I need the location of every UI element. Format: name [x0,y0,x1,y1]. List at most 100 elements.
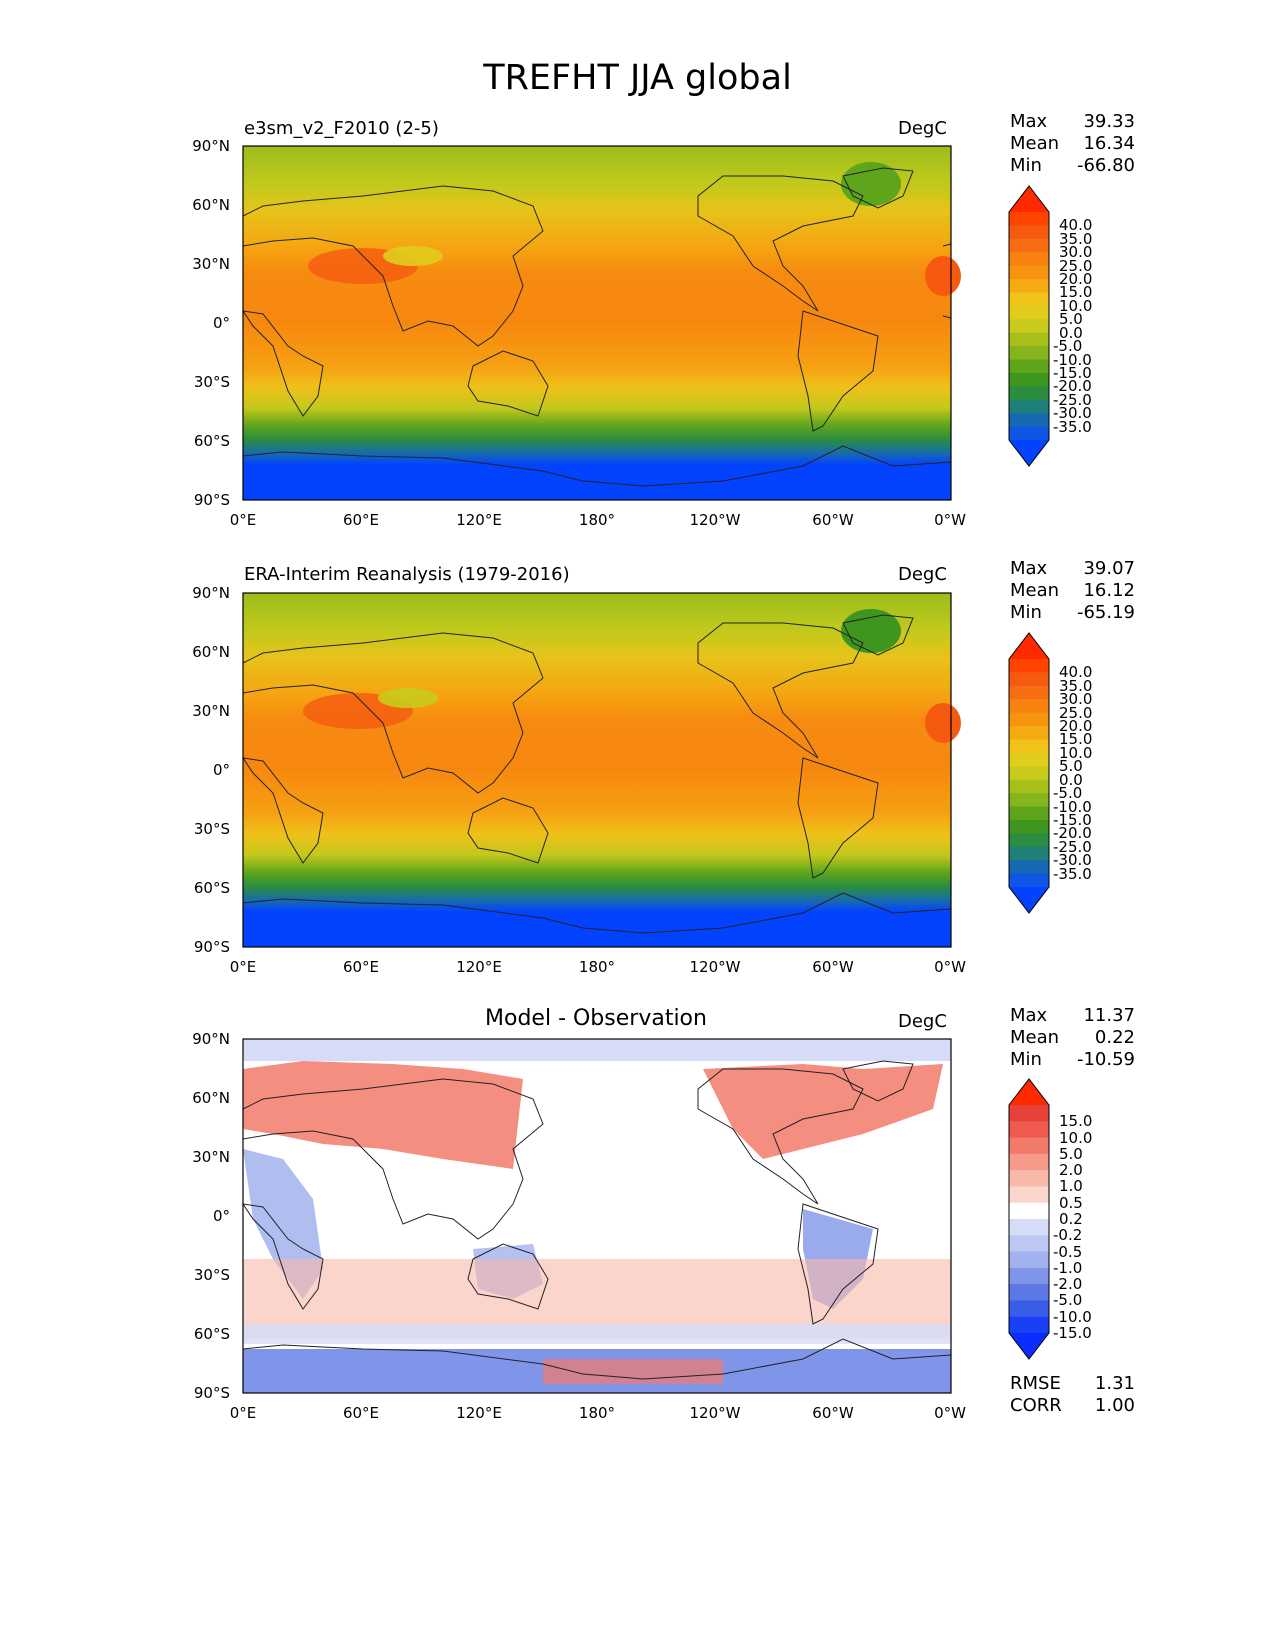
colorbar-tick-label: 0.5 [1059,1193,1083,1212]
colorbar-segment [1009,1170,1049,1187]
colorbar-segment [1009,279,1049,293]
colorbar-segment [1009,1235,1049,1253]
colorbar-segment [1009,386,1049,401]
map-frame [242,1038,952,1394]
colorbar-tick-label: 40.0 [1059,216,1093,235]
mean-label: Mean [1010,133,1060,154]
min-label: Min [1010,155,1042,176]
ross-sea-warm [543,1359,723,1384]
lat-label-60s: 60°S [193,879,230,897]
colorbar-segment [1009,1105,1049,1122]
colorbar-segment [1009,1284,1049,1301]
colorbar-outline [1008,1078,1050,1360]
colorbar-tick-label: 15.0 [1059,283,1093,302]
colorbar-tick-label: 15.0 [1059,1112,1093,1131]
colorbar-segment [1009,305,1049,320]
colorbar-tick-label: 10.0 [1059,1128,1093,1147]
colorbar-extend-top [1009,633,1049,659]
colorbar-tick-label: -20.0 [1053,824,1092,843]
arctic-band [243,1039,951,1061]
colorbar-tick-label: 20.0 [1059,717,1093,736]
max-label: Max [1010,111,1048,132]
panel-1-stats: Max 39.33 Mean 16.34 Min -66.80 [1010,111,1135,177]
temperature-field [243,146,951,500]
lon-label-60e: 60°E [342,958,380,976]
colorbar-tick-label: -10.0 [1053,1307,1092,1326]
colorbar-segment [1009,265,1049,280]
lon-label-120w: 120°W [689,958,741,976]
colorbar-segment [1009,712,1049,727]
lat-label-90s: 90°S [193,1384,230,1402]
colorbar-tick-label: -5.0 [1053,1291,1083,1310]
panel-3-colorbar [1008,1078,1050,1360]
colorbar-tick-label: 15.0 [1059,730,1093,749]
eurasia-warm-bias [243,1061,523,1169]
lon-label-60w: 60°W [812,511,854,529]
lat-label-90n: 90°N [192,137,230,155]
temperature-field [243,593,951,947]
panel-2-units: DegC [898,564,947,585]
colorbar-extend-bottom [1009,887,1049,913]
min-value: -66.80 [1076,155,1135,176]
lat-label-0: 0° [212,761,230,779]
colorbar-segment [1009,873,1049,888]
lon-label-0w: 0°W [934,511,966,529]
lat-label-30s: 30°S [193,820,230,838]
figure-title: TREFHT JJA global [483,58,792,98]
lat-label-60n: 60°N [192,1089,230,1107]
lon-label-0e: 0°E [229,1404,257,1422]
colorbar-segment [1009,413,1049,428]
lon-label-120w: 120°W [689,1404,741,1422]
colorbar-tick-label: -0.5 [1053,1242,1083,1261]
colorbar-tick-label: 35.0 [1059,229,1093,248]
lon-label-60w: 60°W [812,1404,854,1422]
lat-label-30s: 30°S [193,1266,230,1284]
colorbar-segment [1009,319,1049,334]
colorbar-tick-label: -25.0 [1053,837,1092,856]
colorbar-tick-label: -2.0 [1053,1275,1083,1294]
colorbar-segment [1009,1300,1049,1318]
colorbar-segment [1009,1316,1049,1334]
lon-label-120e: 120°E [456,1404,502,1422]
colorbar-segment [1009,399,1049,414]
colorbar-outline [1008,185,1050,467]
colorbar-segment [1009,739,1049,754]
colorbar-tick-label: -15.0 [1053,810,1092,829]
colorbar-segment [1009,779,1049,794]
north-america-warm-bias [703,1064,943,1159]
lon-label-0e: 0°E [229,958,257,976]
lat-label-30n: 30°N [192,255,230,273]
colorbar-tick-label: 40.0 [1059,663,1093,682]
coastlines [241,614,952,934]
panel-2-map [241,592,961,948]
colorbar-tick-label: 20.0 [1059,270,1093,289]
mean-label: Mean [1010,580,1060,601]
coastlines [241,167,952,487]
panel-3-label: Model - Observation [485,1006,707,1031]
colorbar-segment [1009,1186,1049,1204]
colorbar-tick-label: -5.0 [1053,337,1083,356]
panel-2-label: ERA-Interim Reanalysis (1979-2016) [244,564,570,585]
panel-3-stats: Max 11.37 Mean 0.22 Min -10.59 [1010,1005,1135,1071]
lon-label-180: 180° [578,958,616,976]
colorbar-tick-label: 30.0 [1059,690,1093,709]
colorbar-tick-label: -5.0 [1053,784,1083,803]
max-value: 11.37 [1083,1005,1135,1026]
colorbar-segment [1009,238,1049,253]
lon-label-60w: 60°W [812,958,854,976]
colorbar-tick-label: -30.0 [1053,404,1092,423]
colorbar-extend-top [1009,186,1049,212]
corr-label: CORR [1010,1395,1062,1416]
colorbar-tick-label: 5.0 [1059,757,1083,776]
lon-label-180: 180° [578,1404,616,1422]
colorbar-segment [1009,426,1049,441]
colorbar-segment [1009,252,1049,267]
lat-label-60s: 60°S [193,432,230,450]
mean-value: 0.22 [1094,1027,1135,1048]
colorbar-tick-label: 5.0 [1059,310,1083,329]
colorbar-segment [1009,659,1049,673]
colorbar-tick-label: 2.0 [1059,1161,1083,1180]
colorbar-segment [1009,860,1049,875]
colorbar-tick-label: -25.0 [1053,390,1092,409]
colorbar-segment [1009,1121,1049,1139]
